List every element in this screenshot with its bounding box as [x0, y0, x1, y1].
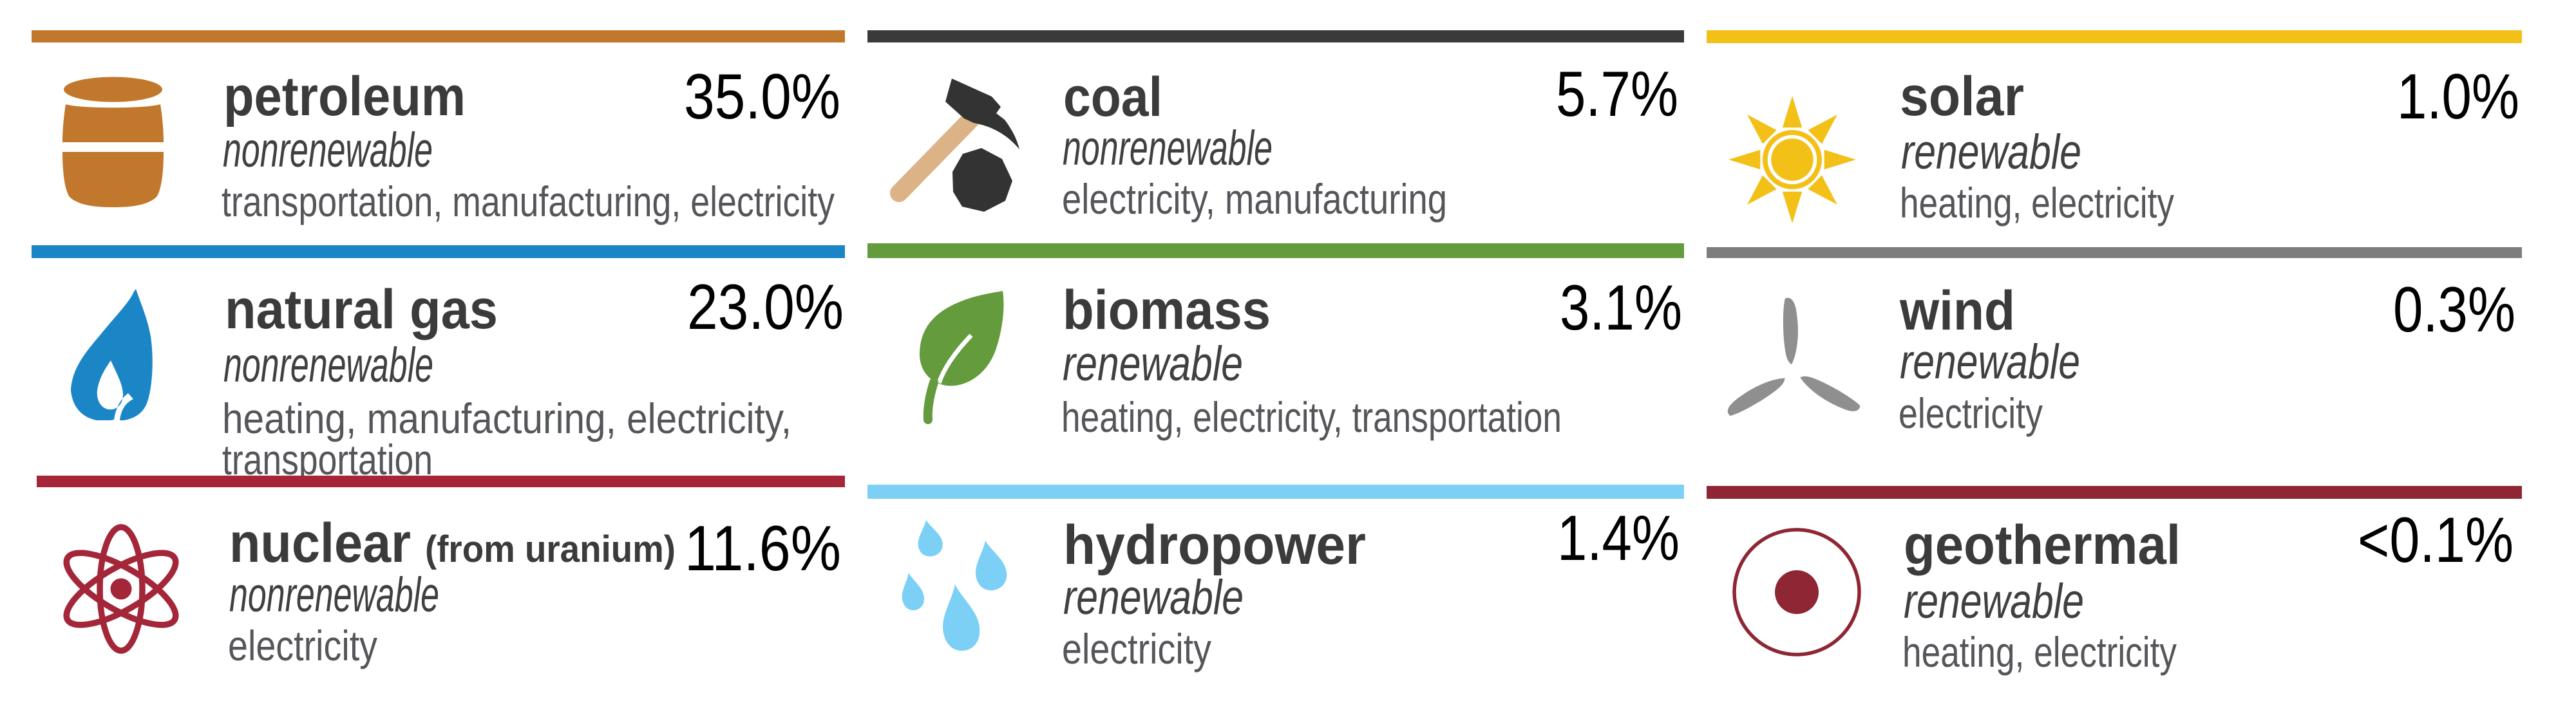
svg-text:heating, electricity: heating, electricity: [1902, 628, 2177, 676]
svg-text:23.0%: 23.0%: [687, 271, 844, 342]
svg-text:renewable: renewable: [1063, 570, 1244, 625]
svg-text:renewable: renewable: [1063, 337, 1243, 391]
svg-text:nonrenewable: nonrenewable: [1063, 121, 1273, 176]
svg-text:hydropower: hydropower: [1063, 514, 1366, 576]
svg-text:renewable: renewable: [1904, 574, 2084, 629]
svg-text:electricity: electricity: [228, 622, 377, 669]
svg-text:heating, electricity: heating, electricity: [1900, 179, 2174, 227]
svg-text:nonrenewable: nonrenewable: [223, 338, 433, 393]
svg-text:3.1%: 3.1%: [1560, 272, 1682, 343]
svg-text:35.0%: 35.0%: [684, 60, 840, 132]
svg-text:0.3%: 0.3%: [2393, 274, 2515, 345]
svg-text:heating, manufacturing, electr: heating, manufacturing, electricity,: [222, 395, 791, 442]
svg-text:renewable: renewable: [1900, 335, 2080, 389]
svg-text:electricity: electricity: [1062, 625, 1211, 673]
svg-text:nonrenewable: nonrenewable: [229, 568, 439, 622]
svg-text:petroleum: petroleum: [223, 66, 466, 127]
svg-text:heating, electricity, transpor: heating, electricity, transportation: [1061, 393, 1562, 441]
svg-text:solar: solar: [1900, 66, 2024, 127]
svg-text:geothermal: geothermal: [1904, 514, 2181, 576]
svg-text:natural gas: natural gas: [225, 279, 498, 340]
svg-text:nonrenewable: nonrenewable: [223, 123, 433, 178]
svg-text:1.4%: 1.4%: [1557, 502, 1680, 573]
svg-text:<0.1%: <0.1%: [2358, 504, 2514, 575]
svg-text:transportation, manufacturing,: transportation, manufacturing, electrici…: [222, 178, 835, 225]
svg-text:(from uranium): (from uranium): [425, 528, 676, 570]
svg-text:11.6%: 11.6%: [685, 512, 841, 584]
svg-text:transportation: transportation: [222, 436, 433, 483]
svg-text:5.7%: 5.7%: [1556, 58, 1678, 129]
svg-text:coal: coal: [1063, 66, 1162, 128]
svg-text:nuclear: nuclear: [229, 512, 411, 574]
svg-text:wind: wind: [1899, 280, 2015, 342]
svg-text:biomass: biomass: [1063, 279, 1271, 341]
svg-text:1.0%: 1.0%: [2397, 60, 2519, 132]
svg-text:electricity, manufacturing: electricity, manufacturing: [1062, 175, 1447, 223]
svg-text:electricity: electricity: [1899, 389, 2043, 437]
svg-text:renewable: renewable: [1901, 125, 2081, 180]
